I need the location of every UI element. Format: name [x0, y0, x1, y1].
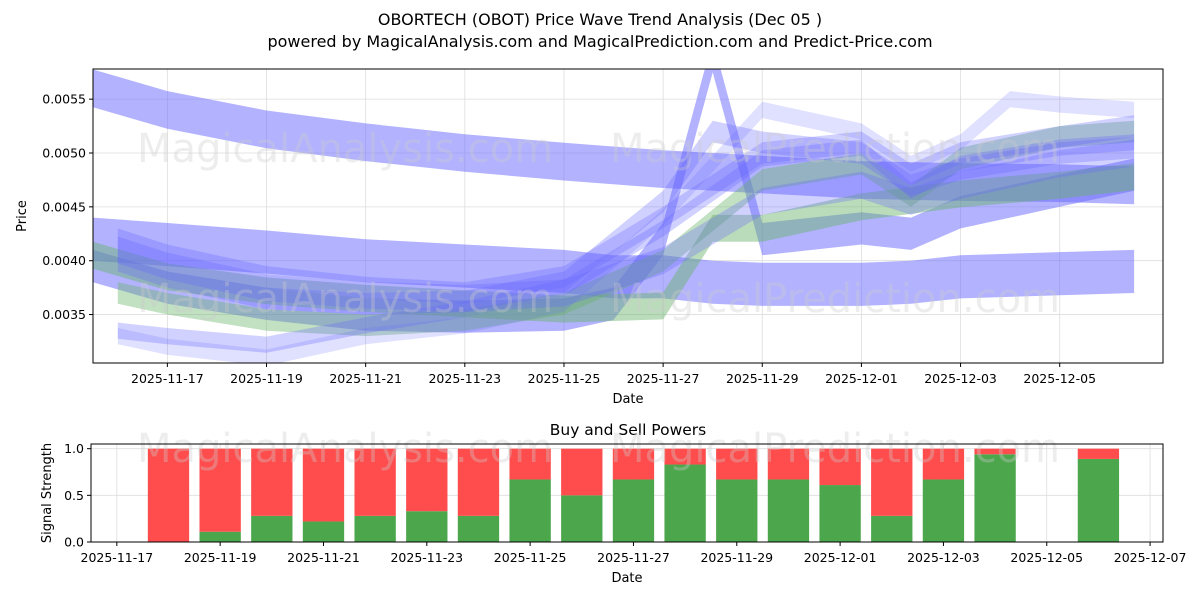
watermark-analysis: MagicalAnalysis.com [137, 276, 553, 322]
y-tick-label: 0.0045 [42, 199, 86, 214]
sell-bar [1077, 448, 1120, 459]
buy-bar [457, 515, 500, 542]
wave-band-wave-spike [93, 69, 1135, 333]
y-tick-label: 0.0 [64, 535, 84, 550]
x-tick-label: 2025-11-17 [131, 371, 204, 386]
x-tick-label: 2025-12-03 [924, 371, 997, 386]
buy-bar [509, 479, 551, 542]
sell-bar [767, 448, 810, 480]
x-tick-label: 2025-11-29 [700, 550, 773, 565]
sell-bar [199, 448, 241, 532]
sell-bar [561, 448, 603, 496]
watermark-prediction: MagicalPrediction.com [610, 276, 1060, 322]
x-tick-label: 2025-11-23 [428, 371, 501, 386]
sell-bar [354, 448, 396, 516]
buy-bar [974, 454, 1016, 542]
x-tick-label: 2025-11-25 [528, 371, 601, 386]
x-tick-label: 2025-12-07 [1114, 550, 1187, 565]
buy-bar [716, 479, 758, 542]
buy-sell-watermarks: MagicalAnalysis.com MagicalPrediction.co… [137, 426, 1060, 472]
buy-bar [354, 515, 396, 542]
buy-bar [251, 515, 293, 542]
wave-band-wave-mid-c [117, 139, 1135, 312]
x-tick-label: 2025-12-01 [825, 371, 898, 386]
wave-band-wave-long-high [93, 69, 1135, 205]
buy-bar [406, 511, 448, 542]
sell-bar [974, 448, 1016, 455]
price-watermarks: MagicalAnalysis.com MagicalPrediction.co… [137, 126, 1060, 322]
buy-bar [664, 464, 706, 542]
x-tick-label: 2025-12-05 [1010, 550, 1083, 565]
buy-bar [612, 479, 655, 542]
wave-band-wave-green-b [117, 120, 1135, 337]
buy-bar [561, 495, 603, 542]
watermark-analysis: MagicalAnalysis.com [137, 426, 553, 472]
price-x-label: Date [612, 392, 643, 407]
sell-bar [457, 448, 500, 516]
buy-bar [767, 479, 810, 542]
x-tick-label: 2025-11-27 [597, 550, 670, 565]
wave-band-wave-low-c [117, 134, 1135, 353]
x-tick-label: 2025-11-19 [230, 371, 303, 386]
buy-bar [1077, 458, 1120, 542]
x-tick-label: 2025-12-03 [907, 550, 980, 565]
watermark-prediction: MagicalPrediction.com [610, 126, 1060, 172]
sell-bar [251, 448, 293, 516]
buy-sell-chart: Buy and Sell Powers MagicalAnalysis.com … [40, 421, 1186, 586]
x-tick-label: 2025-11-21 [287, 550, 360, 565]
y-tick-label: 0.0035 [42, 307, 86, 322]
buy-sell-y-label: Signal Strength [40, 443, 55, 543]
wave-band-wave-mid-a [117, 115, 1135, 304]
y-tick-label: 0.0050 [42, 146, 86, 161]
x-tick-label: 2025-12-05 [1023, 371, 1096, 386]
sell-bar [302, 448, 345, 522]
buy-bar [302, 521, 345, 542]
buy-sell-plot-frame [90, 443, 1164, 543]
buy-sell-x-ticks: 2025-11-17 2025-11-19 2025-11-21 2025-11-23… [81, 542, 1187, 565]
x-tick-label: 2025-11-17 [81, 550, 154, 565]
sell-bar [612, 448, 655, 480]
buy-sell-bars [147, 448, 1120, 542]
price-wave-chart: MagicalAnalysis.com MagicalPrediction.co… [15, 68, 1164, 407]
sell-bar [406, 448, 448, 512]
watermark-analysis: MagicalAnalysis.com [137, 126, 553, 172]
price-wave-bands [93, 69, 1135, 363]
price-y-label: Price [15, 200, 30, 232]
x-tick-label: 2025-12-01 [804, 550, 877, 565]
x-tick-label: 2025-11-19 [184, 550, 257, 565]
x-tick-label: 2025-11-23 [390, 550, 463, 565]
sell-bar [922, 448, 965, 480]
buy-bar [819, 485, 861, 542]
sell-bar [716, 448, 758, 480]
price-y-ticks: 0.0035 0.0040 0.0045 0.0050 0.0055 [42, 92, 93, 322]
y-tick-label: 0.0040 [42, 253, 86, 268]
price-plot-frame [92, 68, 1164, 364]
sell-bar [819, 448, 861, 486]
buy-bar [871, 515, 913, 542]
buy-sell-title: Buy and Sell Powers [550, 421, 707, 439]
price-x-ticks: 2025-11-17 2025-11-19 2025-11-21 2025-11-23… [131, 363, 1096, 386]
chart-title: OBORTECH (OBOT) Price Wave Trend Analysi… [378, 10, 822, 29]
chart-subtitle: powered by MagicalAnalysis.com and Magic… [267, 32, 932, 51]
sell-bar [871, 448, 913, 516]
sell-bar [147, 448, 190, 542]
buy-sell-x-label: Date [611, 571, 642, 586]
watermark-prediction: MagicalPrediction.com [610, 426, 1060, 472]
x-tick-label: 2025-11-21 [329, 371, 402, 386]
buy-bar [922, 479, 965, 542]
buy-bar [199, 531, 241, 542]
wave-band-wave-green-a [93, 163, 1135, 323]
x-tick-label: 2025-11-27 [627, 371, 700, 386]
sell-bar [509, 448, 551, 480]
y-tick-label: 0.0055 [42, 92, 86, 107]
y-tick-label: 1.0 [64, 441, 84, 456]
y-tick-label: 0.5 [64, 488, 84, 503]
x-tick-label: 2025-11-29 [726, 371, 799, 386]
x-tick-label: 2025-11-25 [494, 550, 567, 565]
sell-bar [664, 448, 706, 465]
buy-sell-y-ticks: 0.0 0.5 1.0 [64, 441, 91, 550]
wave-band-wave-mid-b [117, 120, 1135, 315]
wave-band-wave-low-long [93, 217, 1135, 306]
